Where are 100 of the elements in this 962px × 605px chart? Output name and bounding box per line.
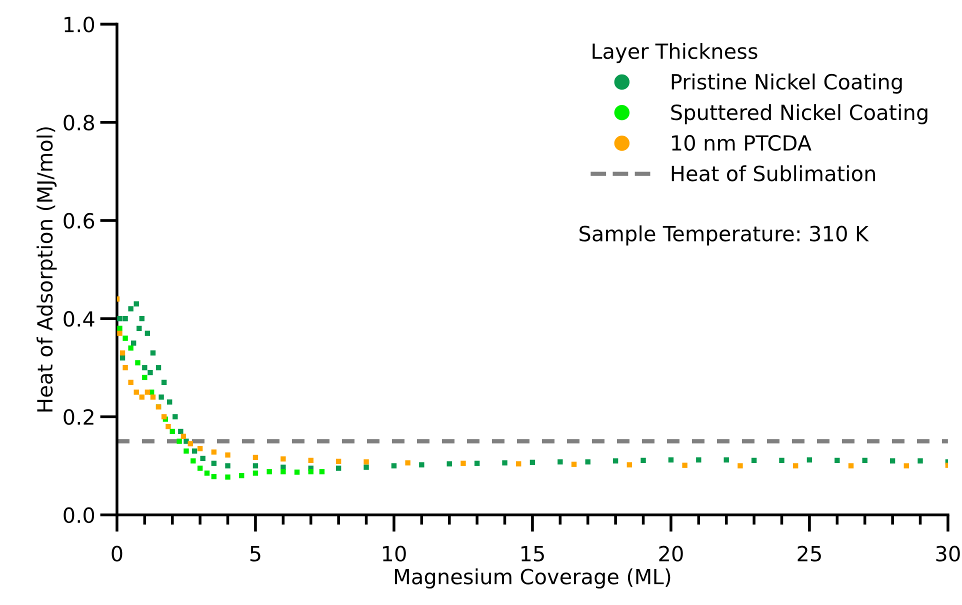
point xyxy=(640,458,646,463)
point xyxy=(139,316,145,322)
point xyxy=(516,461,522,466)
point xyxy=(172,414,178,420)
point xyxy=(280,456,286,462)
point xyxy=(585,459,590,464)
point xyxy=(738,463,743,468)
point xyxy=(612,458,618,464)
point xyxy=(558,459,563,464)
legend-label: Pristine Nickel Coating xyxy=(672,74,902,94)
point xyxy=(139,394,145,400)
point xyxy=(120,355,126,360)
point xyxy=(364,459,369,464)
point xyxy=(779,458,784,463)
point xyxy=(120,350,126,356)
legend-label: Sputtered Nickel Coating xyxy=(671,104,928,124)
point xyxy=(890,458,896,464)
point xyxy=(904,463,910,468)
point xyxy=(144,390,150,395)
point xyxy=(144,330,150,336)
y-tick-label: 1.0 xyxy=(64,16,94,32)
point xyxy=(571,462,577,467)
point xyxy=(419,462,424,468)
x-axis-title: Magnesium Coverage (ML) xyxy=(394,568,670,589)
point xyxy=(266,469,272,474)
point xyxy=(252,454,258,460)
point xyxy=(161,414,167,420)
point xyxy=(184,438,189,444)
x-tick-label: 5 xyxy=(250,546,260,562)
point xyxy=(225,463,230,468)
point xyxy=(184,448,189,454)
point xyxy=(192,448,198,454)
point xyxy=(128,380,134,385)
point xyxy=(626,462,632,468)
point xyxy=(848,463,854,468)
point xyxy=(170,428,175,434)
point xyxy=(158,394,164,400)
point xyxy=(122,316,128,322)
point xyxy=(161,380,167,385)
point xyxy=(142,365,148,370)
point xyxy=(197,466,203,471)
point xyxy=(117,316,122,322)
point xyxy=(167,399,172,405)
point xyxy=(336,458,342,464)
point xyxy=(176,438,182,444)
point xyxy=(308,469,314,474)
point xyxy=(724,457,729,462)
point xyxy=(682,462,688,468)
y-tick-label: 0.8 xyxy=(64,114,94,131)
point xyxy=(460,460,466,466)
point xyxy=(178,428,184,434)
point xyxy=(150,350,156,356)
y-axis-title: Heat of Adsorption (MJ/mol) xyxy=(36,127,57,412)
point xyxy=(117,326,122,332)
point xyxy=(188,441,193,446)
point xyxy=(136,326,142,332)
x-tick-label: 25 xyxy=(798,546,821,562)
point xyxy=(319,469,325,474)
point xyxy=(668,457,674,462)
point xyxy=(834,458,840,463)
x-tick-label: 10 xyxy=(383,546,406,562)
point xyxy=(211,460,217,466)
legend-label: 10 nm PTCDA xyxy=(672,135,812,151)
point xyxy=(751,458,757,463)
point xyxy=(134,301,139,306)
point xyxy=(336,466,342,471)
point xyxy=(696,457,702,462)
point xyxy=(474,460,480,466)
annotation: Sample Temperature: 310 K xyxy=(580,225,869,246)
point xyxy=(142,374,148,380)
point xyxy=(134,390,139,395)
point xyxy=(364,464,369,470)
point xyxy=(197,446,203,452)
point xyxy=(204,470,210,476)
point xyxy=(156,365,162,370)
legend-label: Heat of Sublimation xyxy=(672,165,875,182)
point xyxy=(502,460,508,466)
y-tick-label: 0.6 xyxy=(64,212,94,229)
point xyxy=(180,434,186,439)
point xyxy=(280,464,286,470)
point xyxy=(128,345,134,351)
x-tick-label: 0 xyxy=(112,546,122,562)
point xyxy=(405,460,410,466)
point xyxy=(135,360,140,366)
y-tick-label: 0.0 xyxy=(64,507,94,524)
point xyxy=(211,449,217,455)
point xyxy=(166,424,171,430)
point xyxy=(190,458,196,464)
point xyxy=(225,452,230,458)
point xyxy=(806,457,812,462)
point xyxy=(391,463,397,468)
point xyxy=(862,458,868,463)
legend-title: Layer Thickness xyxy=(592,42,758,64)
point xyxy=(918,458,923,464)
point xyxy=(117,330,122,336)
x-tick-label: 20 xyxy=(659,546,683,562)
y-tick-label: 0.2 xyxy=(64,409,94,425)
point xyxy=(122,365,128,370)
point xyxy=(252,470,258,476)
point xyxy=(294,470,300,475)
